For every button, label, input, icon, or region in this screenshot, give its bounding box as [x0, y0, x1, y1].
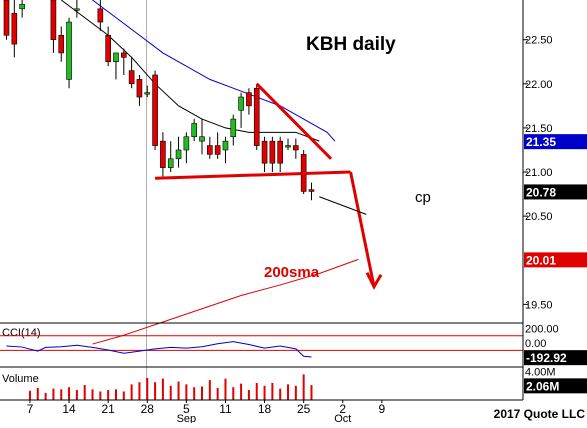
price-label-box — [524, 134, 587, 150]
price-tick-label: 20.50 — [525, 211, 553, 223]
price-axis: 22.50 22.00 21.50 21.00 20.50 19.50 — [523, 35, 553, 311]
cci-title: CCI(14) — [2, 327, 41, 339]
cp-annotation: cp — [415, 189, 431, 206]
candle-body — [230, 118, 237, 138]
sma200-group — [92, 258, 359, 345]
price-label-box — [524, 252, 587, 268]
date-tick-label: 7 — [27, 402, 34, 416]
date-tick-label: 18 — [258, 402, 272, 416]
date-tick-label: 11 — [219, 402, 232, 416]
date-axis: 7 14 21 28 5 11 18 25 2 9 Sep Oct — [27, 400, 386, 425]
price-tick-label: 22.50 — [525, 35, 553, 47]
candle-body — [183, 136, 190, 151]
chart-title: KBH daily — [306, 34, 396, 55]
ma-slow-line — [92, 0, 336, 142]
date-tick-label: 28 — [141, 402, 155, 416]
date-tick-label: 9 — [379, 402, 386, 416]
candle-body — [207, 145, 213, 155]
date-tick-label: 2 — [339, 402, 346, 416]
projection-arrow-head — [365, 272, 383, 290]
cci-panel: CCI(14) 200.00 0.00-192.92 — [0, 323, 587, 366]
candles-group — [3, 0, 315, 201]
moving-average-group — [60, 0, 336, 142]
cci-value-box — [524, 350, 587, 366]
candle-body — [50, 0, 57, 40]
candle-body — [11, 12, 18, 45]
volume-value-label: 2.06M — [526, 379, 559, 393]
candle-body — [167, 158, 174, 168]
candle-body — [285, 145, 291, 148]
candle-body — [152, 74, 158, 146]
candle-body — [269, 140, 276, 164]
candle-body — [246, 92, 252, 107]
cci-value-label: -192.92 — [526, 351, 567, 365]
candle-body — [253, 87, 260, 146]
volume-tick-label: 4.00M — [525, 367, 556, 379]
candle-body — [277, 140, 284, 164]
candle-body — [191, 123, 197, 138]
price-label: 20.78 — [526, 185, 556, 199]
price-label-group: 21.35 20.78 20.01 — [524, 134, 587, 268]
date-tick-label: 5 — [183, 402, 190, 416]
volume-value-box — [524, 378, 587, 394]
candle-body — [74, 8, 80, 11]
sma200-annotation: 200sma — [264, 264, 320, 281]
candle-body — [113, 52, 119, 63]
candle-body — [293, 145, 299, 151]
copyright-label: 2017 Quote LLC — [494, 407, 586, 421]
date-tick-label: 21 — [101, 402, 115, 416]
candle-body — [128, 70, 135, 85]
price-tick-label: 19.50 — [525, 299, 553, 311]
candle-body — [3, 0, 10, 36]
annotation-group — [155, 82, 383, 290]
price-label: 21.35 — [526, 135, 556, 149]
candle-body — [144, 92, 151, 95]
support-trendline — [155, 170, 351, 180]
candle-body — [222, 140, 229, 151]
price-panel: KBH daily 200sma cp — [3, 0, 431, 400]
candle-body — [175, 149, 182, 160]
month-label: Oct — [334, 413, 351, 423]
candle-body — [214, 145, 221, 155]
ma-fast-line — [60, 0, 320, 142]
cci-line — [6, 341, 312, 358]
price-tick-label: 21.00 — [525, 167, 553, 179]
month-label: Sep — [177, 413, 197, 423]
sma200-line — [92, 258, 359, 345]
candle-body — [97, 8, 104, 23]
candle-body — [58, 34, 65, 54]
candle-body — [136, 79, 143, 98]
candle-body — [308, 189, 315, 192]
cci-tick-label: 0.00 — [525, 338, 546, 350]
projection-arrow-shaft — [349, 171, 376, 288]
resistance-trendline — [255, 82, 333, 160]
cci-tick-label: 200.00 — [525, 323, 559, 335]
price-tick-label: 21.50 — [525, 123, 553, 135]
candle-body — [199, 136, 205, 142]
candle-body — [66, 21, 72, 80]
date-tick-label: 25 — [297, 402, 311, 416]
price-tick-label: 22.00 — [525, 79, 553, 91]
cp-pointer-line — [319, 196, 367, 215]
candle-body — [160, 140, 166, 168]
price-label-box — [524, 184, 587, 200]
price-label: 20.01 — [526, 253, 556, 267]
candle-body — [261, 140, 268, 164]
candle-body — [121, 52, 127, 58]
volume-title: Volume — [2, 373, 39, 385]
candle-body — [105, 34, 111, 63]
candle-body — [238, 96, 244, 111]
date-tick-label: 14 — [62, 402, 76, 416]
candle-body — [19, 4, 25, 10]
